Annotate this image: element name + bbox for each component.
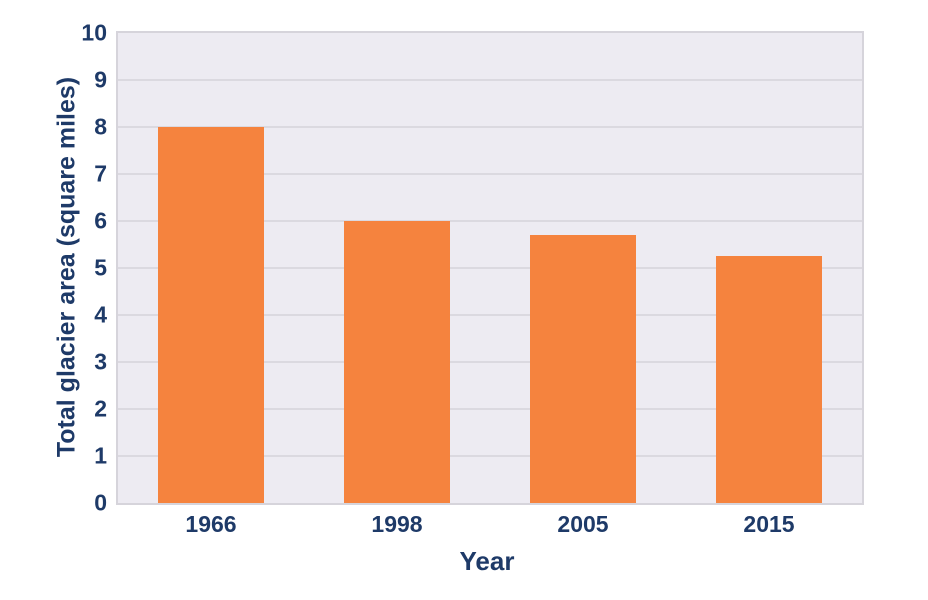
- y-tick-label-3: 3: [94, 348, 107, 375]
- bar-2005: [529, 235, 636, 503]
- y-tick-label-0: 0: [94, 489, 107, 516]
- y-tick-label-8: 8: [94, 113, 107, 140]
- gridline: [118, 314, 862, 316]
- gridline: [118, 361, 862, 363]
- y-tick-label-10: 10: [81, 19, 107, 46]
- gridline: [118, 267, 862, 269]
- y-tick-label-1: 1: [94, 442, 107, 469]
- y-tick-label-4: 4: [94, 301, 107, 328]
- y-tick-label-7: 7: [94, 160, 107, 187]
- gridline: [118, 408, 862, 410]
- gridline: [118, 455, 862, 457]
- y-tick-label-2: 2: [94, 395, 107, 422]
- gridline: [118, 220, 862, 222]
- y-tick-label-9: 9: [94, 66, 107, 93]
- x-tick-label-2005: 2005: [557, 511, 609, 537]
- y-axis-title: Total glacier area (square miles): [52, 76, 81, 458]
- plot-area: [116, 31, 864, 505]
- gridline: [118, 126, 862, 128]
- y-tick-label-6: 6: [94, 207, 107, 234]
- bar-1998: [343, 221, 450, 503]
- bar-1966: [157, 127, 264, 503]
- x-axis-title: Year: [459, 546, 515, 576]
- x-tick-label-1966: 1966: [185, 511, 237, 537]
- y-tick-label-5: 5: [94, 254, 107, 281]
- gridline: [118, 173, 862, 175]
- bar-2015: [715, 256, 822, 503]
- gridline: [118, 79, 862, 81]
- x-tick-label-1998: 1998: [371, 511, 423, 537]
- x-tick-label-2015: 2015: [743, 511, 795, 537]
